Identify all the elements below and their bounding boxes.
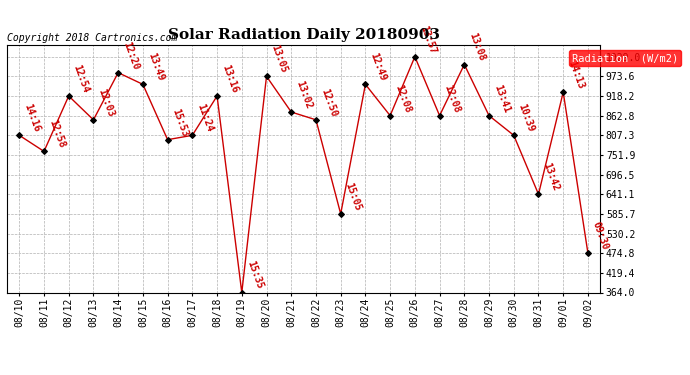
Point [236, 290, 247, 296]
Text: 12:08: 12:08 [442, 83, 462, 114]
Text: 13:08: 13:08 [467, 32, 486, 63]
Point [39, 148, 50, 154]
Text: 11:24: 11:24 [195, 102, 215, 134]
Point [310, 117, 322, 123]
Text: 13:49: 13:49 [146, 51, 166, 82]
Text: 10:39: 10:39 [517, 102, 536, 134]
Text: 12:03: 12:03 [97, 87, 116, 118]
Text: 15:05: 15:05 [344, 181, 363, 212]
Point [187, 132, 198, 138]
Text: 14:16: 14:16 [22, 102, 41, 134]
Point [360, 81, 371, 87]
Point [509, 132, 520, 138]
Text: 13:02: 13:02 [294, 79, 314, 110]
Text: 09:30: 09:30 [591, 220, 611, 252]
Point [558, 89, 569, 95]
Point [212, 93, 223, 99]
Point [14, 132, 25, 138]
Point [582, 250, 593, 256]
Point [261, 74, 272, 80]
Legend: Radiation  (W/m2): Radiation (W/m2) [569, 50, 681, 66]
Point [484, 112, 495, 118]
Text: 13:57: 13:57 [418, 24, 437, 55]
Point [409, 54, 420, 60]
Point [112, 70, 124, 76]
Text: 12:58: 12:58 [47, 118, 66, 150]
Point [459, 62, 470, 68]
Text: 13:16: 13:16 [220, 63, 239, 94]
Title: Solar Radiation Daily 20180903: Solar Radiation Daily 20180903 [168, 28, 440, 42]
Text: 15:53: 15:53 [170, 107, 190, 138]
Point [434, 112, 445, 118]
Text: 14:13: 14:13 [566, 59, 586, 90]
Text: 12:49: 12:49 [368, 51, 388, 82]
Text: 13:41: 13:41 [492, 83, 511, 114]
Text: 13:05: 13:05 [270, 44, 289, 75]
Point [63, 93, 75, 99]
Text: 12:54: 12:54 [72, 63, 91, 94]
Point [88, 117, 99, 123]
Point [533, 191, 544, 197]
Text: 12:20: 12:20 [121, 40, 141, 71]
Point [384, 112, 395, 118]
Text: 15:35: 15:35 [245, 260, 264, 291]
Point [162, 136, 173, 142]
Text: 13:42: 13:42 [542, 162, 561, 192]
Text: 12:08: 12:08 [393, 83, 413, 114]
Point [335, 211, 346, 217]
Text: Copyright 2018 Cartronics.com: Copyright 2018 Cartronics.com [7, 33, 177, 42]
Point [286, 109, 297, 115]
Point [137, 81, 148, 87]
Text: 12:50: 12:50 [319, 87, 338, 118]
